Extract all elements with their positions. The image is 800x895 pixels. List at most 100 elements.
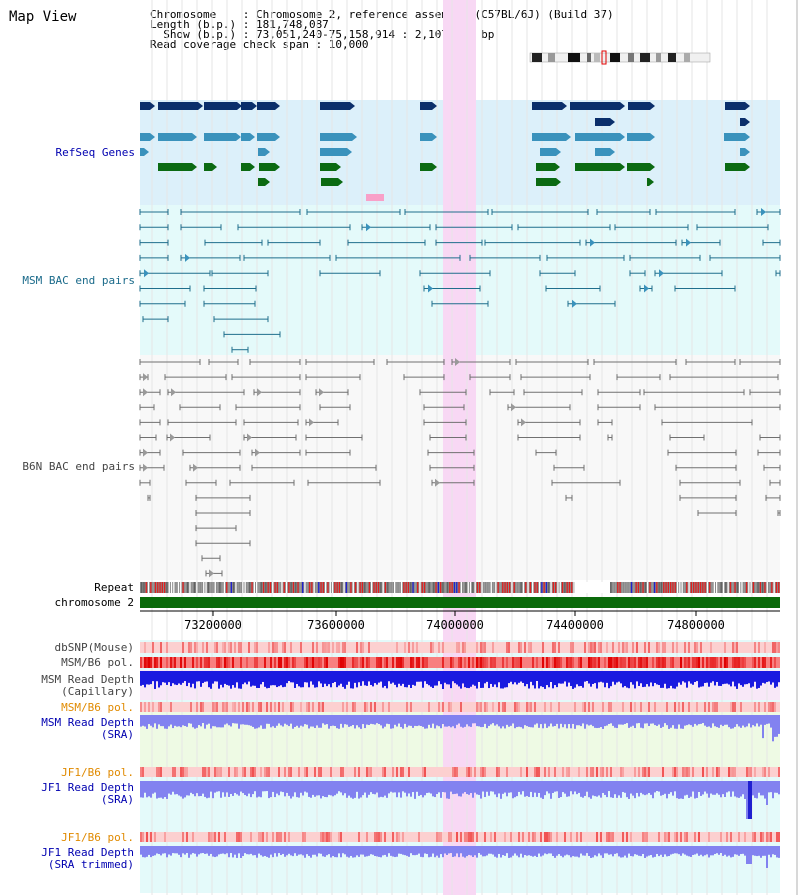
depth-bar — [336, 715, 338, 729]
pol-mark — [146, 657, 148, 668]
jf1-pol2-label[interactable]: JF1/B6 pol. — [61, 831, 134, 844]
repeat-track[interactable] — [140, 582, 780, 593]
depth-bar — [436, 671, 438, 686]
pol-mark — [658, 657, 660, 668]
pol-mark — [594, 642, 596, 653]
depth-bar — [762, 781, 764, 796]
depth-bar — [362, 671, 364, 682]
depth-bar — [546, 715, 548, 728]
pol-mark — [456, 767, 458, 777]
pol-mark — [552, 642, 554, 653]
depth-bar — [424, 715, 426, 729]
depth-bar — [524, 671, 526, 687]
depth-bar — [538, 671, 540, 689]
b6n-bac-label[interactable]: B6N BAC end pairs — [22, 460, 135, 473]
repeat-element — [295, 582, 297, 593]
pol-mark — [218, 767, 220, 777]
dbsnp-label[interactable]: dbSNP(Mouse) — [55, 641, 134, 654]
pol-mark — [632, 642, 634, 653]
refseq-label[interactable]: RefSeq Genes — [56, 146, 135, 159]
pol-mark — [274, 702, 276, 712]
depth-bar — [692, 715, 694, 727]
depth-tracks[interactable] — [140, 642, 780, 868]
depth-bar — [668, 846, 670, 857]
msm-cap-label-1[interactable]: MSM Read Depth — [41, 673, 134, 686]
jf1-sra-label-1[interactable]: JF1 Read Depth — [41, 781, 134, 794]
depth-bar — [544, 846, 546, 854]
pol-mark — [278, 767, 280, 777]
chromosome-ideogram[interactable] — [529, 50, 711, 65]
pol-mark — [342, 642, 344, 653]
depth-bar — [452, 671, 454, 682]
pol-mark — [738, 832, 740, 842]
jf1-trim-label-1[interactable]: JF1 Read Depth — [41, 846, 134, 859]
depth-bar — [730, 846, 732, 858]
selection-highlight[interactable] — [443, 0, 476, 895]
repeat-element — [193, 582, 196, 593]
pol-mark — [536, 657, 538, 668]
msm-pol-label[interactable]: MSM/B6 pol. — [61, 656, 134, 669]
pol-mark — [590, 767, 592, 777]
depth-bar — [662, 781, 664, 795]
repeat-element — [532, 582, 534, 593]
depth-bar — [564, 715, 566, 725]
repeat-element — [511, 582, 513, 593]
pol-mark — [166, 642, 168, 653]
jf1-pol-label[interactable]: JF1/B6 pol. — [61, 766, 134, 779]
repeat-element — [453, 582, 456, 593]
depth-bar — [512, 846, 514, 856]
depth-bar — [508, 781, 510, 793]
depth-bar — [332, 715, 334, 726]
depth-bar — [534, 671, 536, 689]
pol-mark — [764, 642, 766, 653]
depth-bar — [510, 781, 512, 793]
depth-bar — [652, 846, 654, 858]
msm-bac-label[interactable]: MSM BAC end pairs — [22, 274, 135, 287]
depth-bar — [306, 671, 308, 683]
pol-mark — [770, 702, 772, 712]
depth-bar — [240, 715, 242, 725]
repeat-label[interactable]: Repeat — [94, 581, 134, 594]
repeat-element — [515, 582, 518, 593]
pol-mark — [190, 702, 192, 712]
repeat-element — [414, 582, 416, 593]
depth-bar — [666, 715, 668, 726]
pol-mark — [412, 657, 414, 668]
depth-bar — [406, 671, 408, 688]
pol-mark — [542, 642, 544, 653]
depth-bar — [248, 846, 250, 855]
depth-bar — [494, 715, 496, 726]
msm-bac-track[interactable] — [139, 208, 781, 353]
msm-sra-label-1[interactable]: MSM Read Depth — [41, 716, 134, 729]
b6n-bac-track[interactable] — [139, 358, 781, 578]
gene-exon — [628, 102, 650, 110]
pol-mark — [362, 642, 364, 653]
depth-bar — [462, 781, 464, 794]
depth-bar — [178, 846, 180, 855]
pol-mark — [734, 767, 736, 777]
depth-bar — [750, 715, 752, 728]
depth-bar — [338, 671, 340, 686]
depth-bar — [570, 715, 572, 729]
depth-bar — [610, 671, 612, 687]
pol-mark — [192, 657, 194, 668]
depth-bar — [400, 715, 402, 728]
depth-bar — [572, 846, 574, 857]
refseq-genes-track[interactable] — [140, 102, 750, 186]
refseq-pink-feature[interactable] — [366, 194, 384, 201]
depth-bar — [602, 671, 604, 683]
depth-bar — [478, 715, 480, 727]
depth-bar — [404, 715, 406, 724]
pol-mark — [614, 657, 616, 668]
depth-bar — [424, 846, 426, 854]
depth-bar — [396, 781, 398, 798]
msm-pol2-label[interactable]: MSM/B6 pol. — [61, 701, 134, 714]
pol-mark — [354, 657, 356, 668]
pol-mark — [216, 657, 218, 668]
depth-bar — [484, 671, 486, 684]
depth-bar — [738, 781, 740, 798]
repeat-element — [246, 582, 249, 593]
pol-mark — [704, 702, 706, 712]
pol-mark — [450, 832, 452, 842]
